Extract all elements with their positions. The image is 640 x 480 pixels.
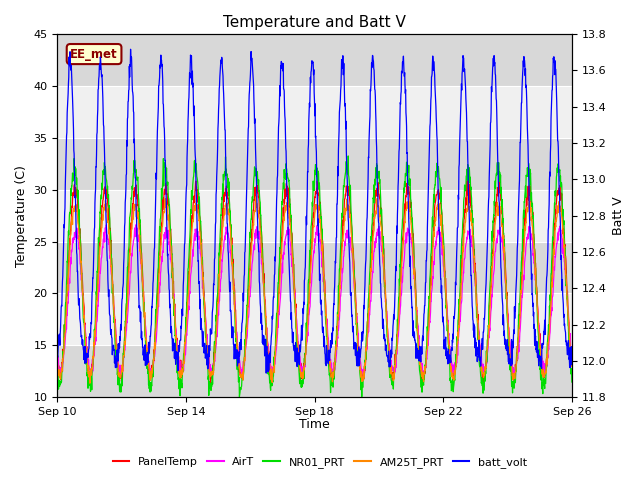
Y-axis label: Temperature (C): Temperature (C): [15, 165, 28, 266]
Text: EE_met: EE_met: [70, 48, 118, 60]
X-axis label: Time: Time: [300, 419, 330, 432]
Legend: PanelTemp, AirT, NR01_PRT, AM25T_PRT, batt_volt: PanelTemp, AirT, NR01_PRT, AM25T_PRT, ba…: [108, 452, 532, 472]
Y-axis label: Batt V: Batt V: [612, 196, 625, 235]
Bar: [58, 241, 572, 293]
Bar: [58, 34, 572, 86]
Bar: [58, 346, 572, 397]
Title: Temperature and Batt V: Temperature and Batt V: [223, 15, 406, 30]
Bar: [58, 138, 572, 190]
